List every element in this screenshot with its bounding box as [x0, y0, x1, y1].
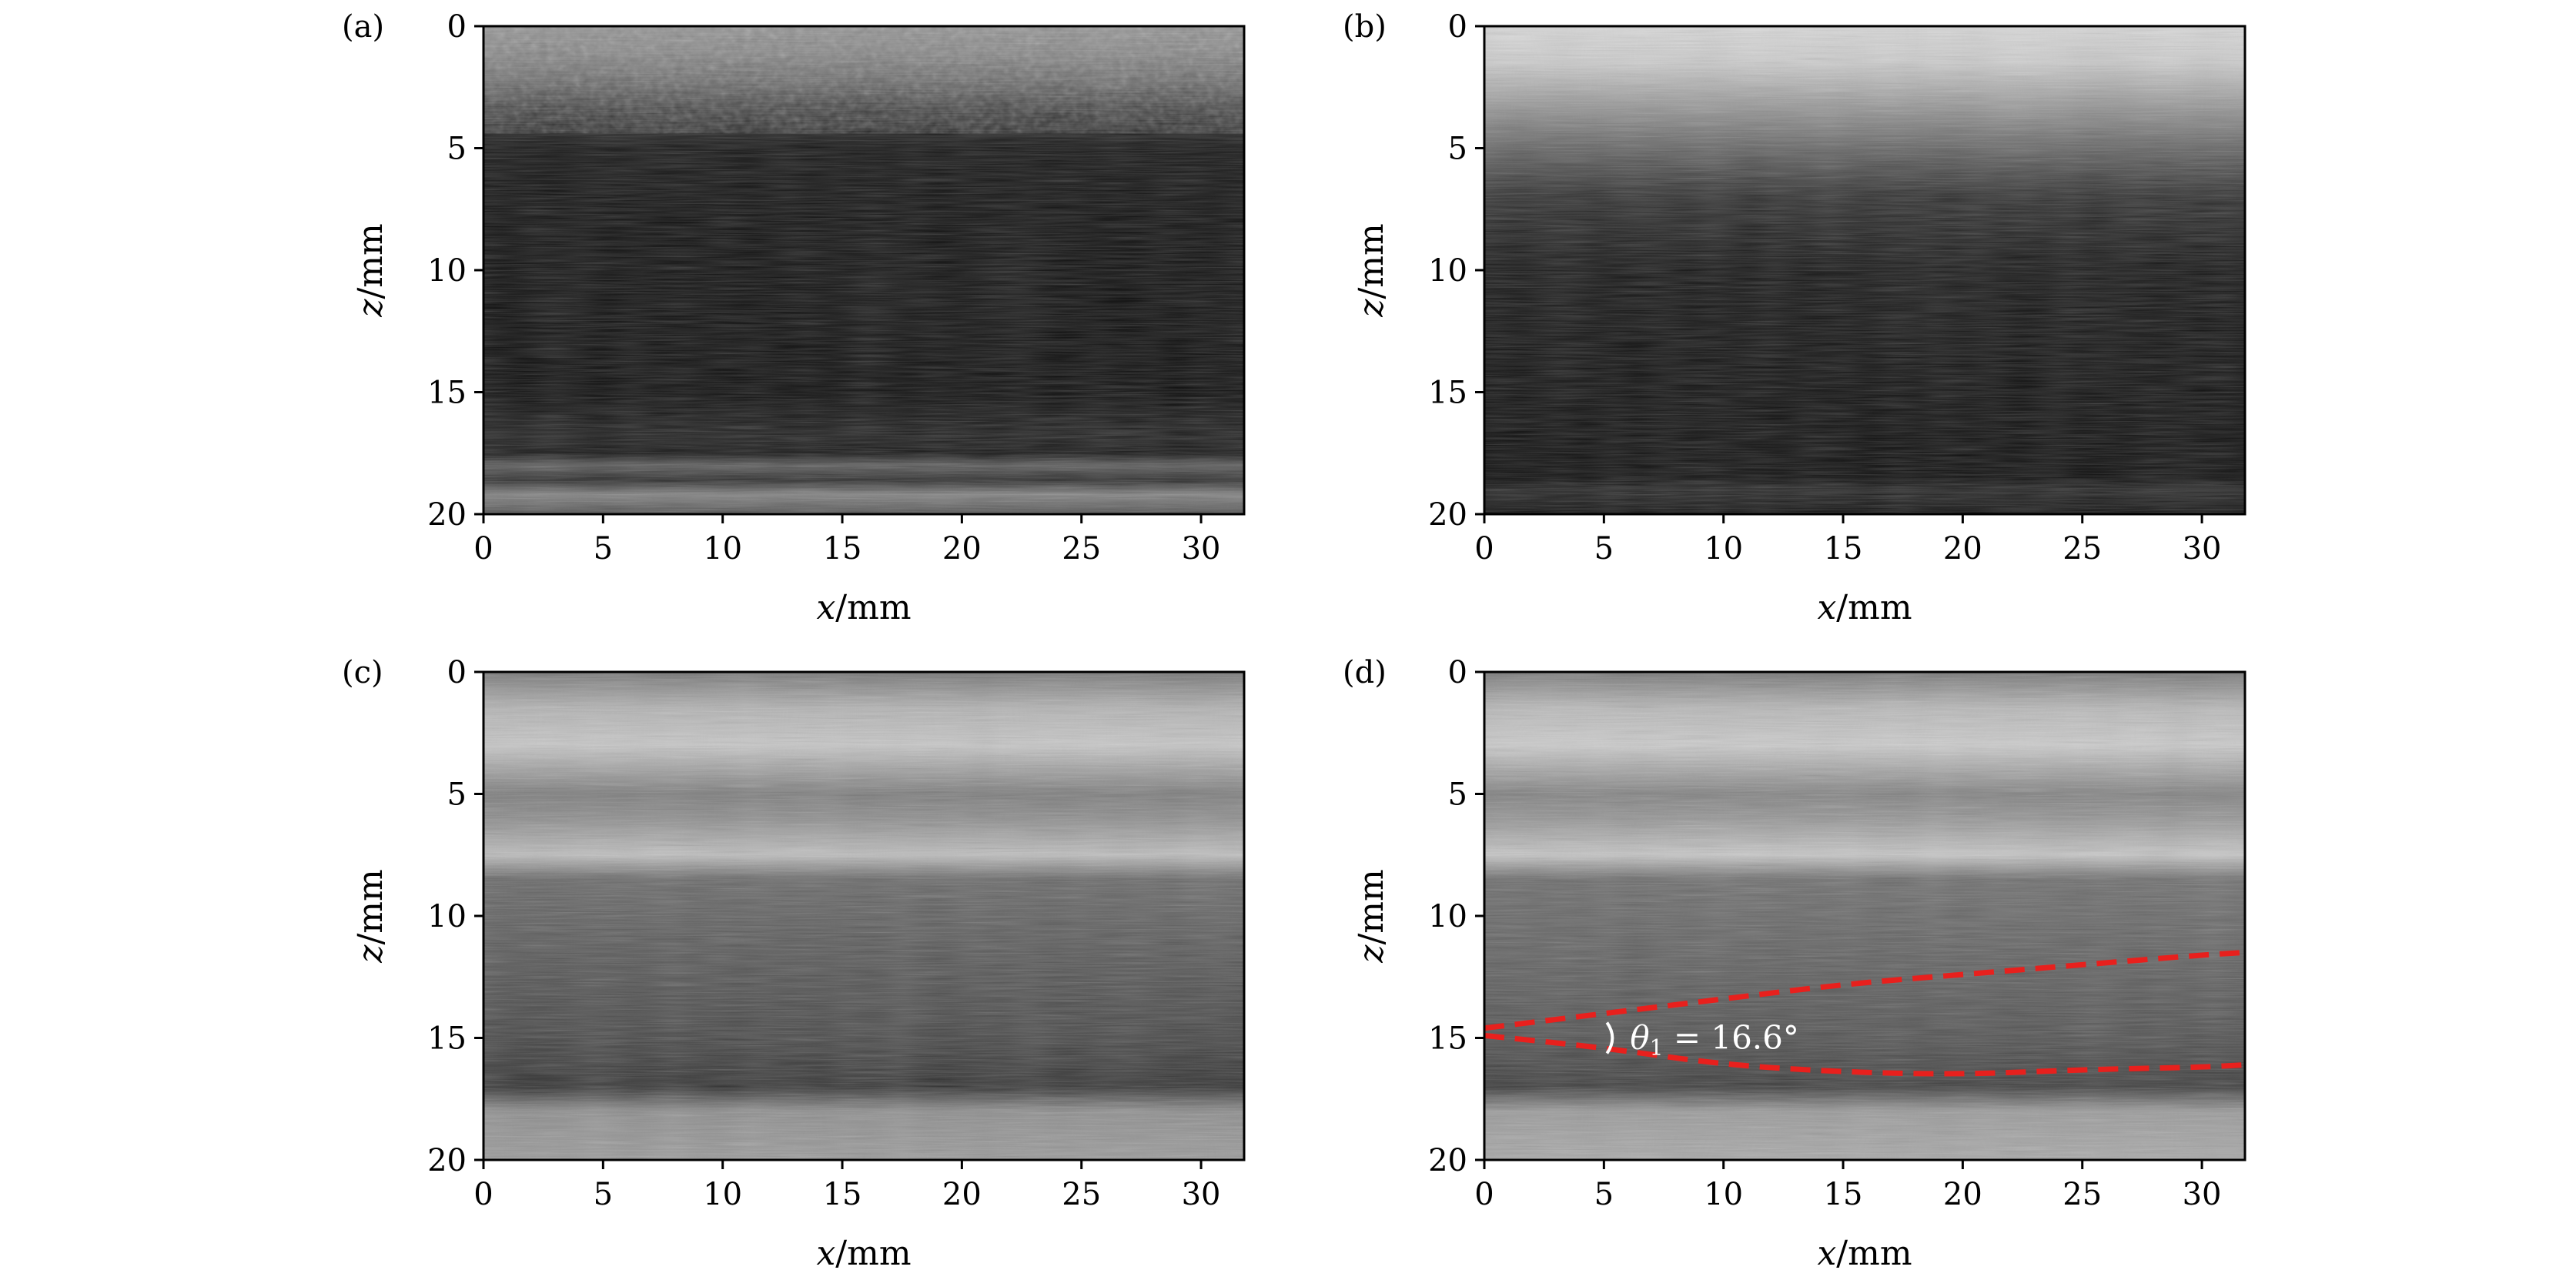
- x-tick-label: 10: [703, 531, 742, 566]
- y-axis-label: z/mm: [351, 869, 390, 963]
- y-axis-label: z/mm: [351, 223, 390, 317]
- x-tick-label: 25: [1062, 1177, 1101, 1212]
- y-tick-label: 20: [427, 497, 467, 533]
- y-tick-label: 15: [427, 376, 467, 411]
- panel-label: (a): [342, 9, 384, 45]
- x-axis-label: x/mm: [816, 1234, 911, 1273]
- x-axis-label: x/mm: [1817, 588, 1912, 627]
- x-tick-label: 30: [2183, 1177, 2222, 1212]
- x-tick-label: 5: [1594, 1177, 1614, 1212]
- panel-label: (d): [1343, 655, 1387, 690]
- x-tick-label: 20: [942, 1177, 982, 1212]
- x-tick-label: 0: [473, 531, 493, 566]
- panel-b: 0 5 10 15 20 25 30 0 5 10 15 20 x/mm z/mm (b): [1343, 9, 2246, 627]
- y-tick-label: 10: [427, 899, 467, 934]
- panel-a: 0 5 10 15 20 25 30 0 5 10 15 20 x/mm z/mm (a): [342, 9, 1246, 627]
- x-tick-label: 20: [1943, 1177, 1982, 1212]
- panel-label: (b): [1343, 9, 1387, 45]
- x-tick-label: 0: [1474, 1177, 1494, 1212]
- y-tick-label: 15: [1428, 1021, 1467, 1057]
- x-tick-label: 30: [1182, 1177, 1221, 1212]
- y-tick-label: 10: [427, 253, 467, 289]
- x-tick-label: 10: [1704, 1177, 1743, 1212]
- x-tick-label: 25: [2062, 531, 2102, 566]
- x-axis-label: x/mm: [816, 588, 911, 627]
- y-tick-label: 5: [1448, 777, 1467, 813]
- angle-annotation: θ1 = 16.6°: [1630, 1019, 1799, 1061]
- x-tick-label: 5: [594, 1177, 613, 1212]
- y-axis-label: z/mm: [1352, 223, 1391, 317]
- x-tick-label: 5: [1594, 531, 1614, 566]
- x-tick-label: 30: [2183, 531, 2222, 566]
- y-tick-label: 0: [1448, 9, 1467, 45]
- y-axis-label: z/mm: [1352, 869, 1391, 963]
- x-tick-label: 15: [1824, 531, 1863, 566]
- x-tick-label: 20: [942, 531, 982, 566]
- y-tick-label: 10: [1428, 899, 1467, 934]
- heatmap-image: [483, 26, 1244, 514]
- x-tick-label: 25: [1062, 531, 1101, 566]
- heatmap-image: [1484, 26, 2245, 514]
- panel-d: θ1 = 16.6° 0 5 10 15 20 25 30 0 5 10 15 20 x/mm z/mm (d…: [1343, 655, 2246, 1273]
- y-tick-label: 10: [1428, 253, 1467, 289]
- heatmap-image: [483, 672, 1244, 1160]
- x-tick-label: 5: [594, 531, 613, 566]
- x-axis-label: x/mm: [1817, 1234, 1912, 1273]
- x-tick-label: 15: [823, 1177, 862, 1212]
- heatmap-image: [1484, 672, 2245, 1160]
- x-tick-label: 20: [1943, 531, 1982, 566]
- y-tick-label: 5: [447, 132, 467, 167]
- x-tick-label: 25: [2062, 1177, 2102, 1212]
- x-tick-label: 10: [1704, 531, 1743, 566]
- y-tick-label: 5: [1448, 132, 1467, 167]
- y-tick-label: 15: [427, 1021, 467, 1057]
- panel-label: (c): [342, 655, 383, 690]
- x-tick-label: 15: [1824, 1177, 1863, 1212]
- dashed-boundary-lower: [1484, 1032, 2245, 1077]
- y-tick-label: 15: [1428, 376, 1467, 411]
- x-tick-label: 0: [473, 1177, 493, 1212]
- panel-c: 0 5 10 15 20 25 30 0 5 10 15 20 x/mm z/mm (c): [342, 655, 1246, 1273]
- x-tick-label: 10: [703, 1177, 742, 1212]
- x-tick-label: 0: [1474, 531, 1494, 566]
- angle-arc: [1605, 1021, 1614, 1054]
- y-tick-label: 20: [1428, 497, 1467, 533]
- y-tick-label: 0: [1448, 655, 1467, 690]
- y-tick-label: 0: [447, 9, 467, 45]
- dashed-boundary-upper: [1484, 950, 2245, 1031]
- x-tick-label: 30: [1182, 531, 1221, 566]
- y-tick-label: 5: [447, 777, 467, 813]
- y-tick-label: 0: [447, 655, 467, 690]
- y-tick-label: 20: [427, 1143, 467, 1178]
- x-tick-label: 15: [823, 531, 862, 566]
- y-tick-label: 20: [1428, 1143, 1467, 1178]
